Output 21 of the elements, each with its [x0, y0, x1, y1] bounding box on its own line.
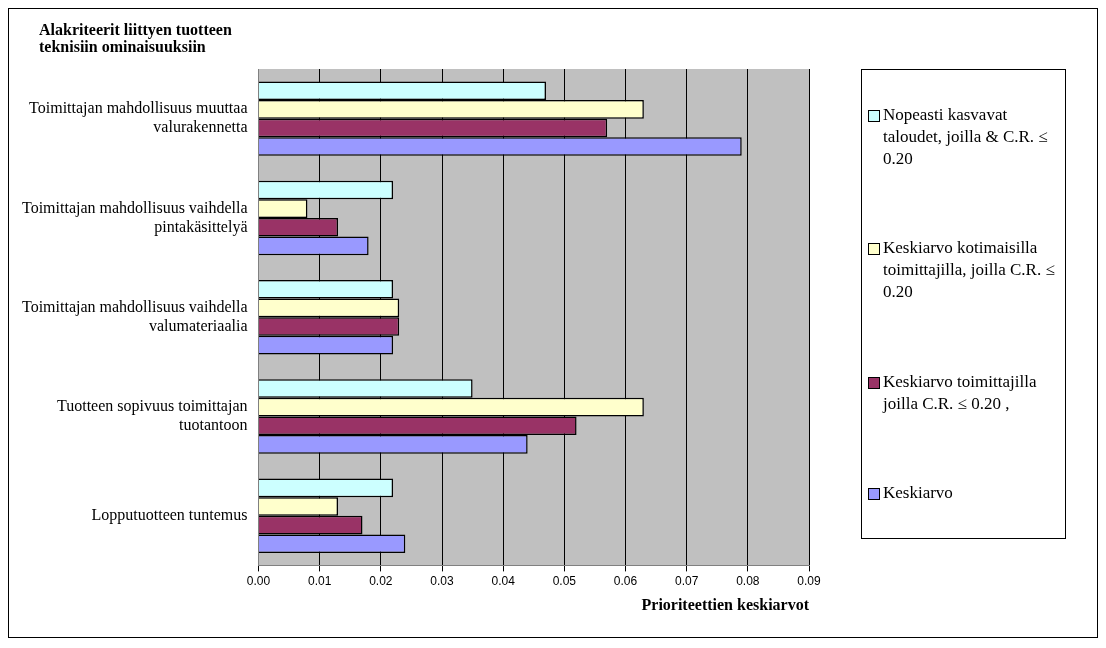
- legend-label: Nopeasti kasvavat taloudet, joilla & C.R. ≤ 0.20: [883, 103, 1049, 170]
- legend-label: Keskiarvo toimittajilla joilla C.R. ≤ 0.20 ,: [883, 370, 1038, 415]
- x-tick-label: 0.06: [613, 573, 638, 588]
- x-tick-label: 0.07: [674, 573, 699, 588]
- x-tick-label: 0.09: [797, 573, 821, 588]
- x-tick-label: 0.01: [307, 573, 332, 588]
- y-tick-label: Lopputuotteen tuntemus: [91, 505, 248, 524]
- x-tick-label: 0.05: [552, 573, 577, 588]
- y-tick-label: Toimittajan mahdollisuus vaihdella valumateriaalia: [21, 297, 248, 334]
- x-tick-label: 0.08: [736, 573, 760, 588]
- y-tick-label: Toimittajan mahdollisuus vaihdella pintakäsittelyä: [21, 198, 248, 236]
- y-tick-label: Toimittajan mahdollisuus muuttaa valurakennetta: [29, 99, 248, 136]
- x-tick-label: 0.03: [430, 573, 455, 588]
- legend-label: Keskiarvo: [883, 482, 953, 505]
- x-axis-title: Prioriteettien keskiarvot: [641, 595, 810, 613]
- legend-label: Keskiarvo kotimaisilla toimittajilla, joilla C.R. ≤ 0.20: [883, 237, 1056, 304]
- x-tick-label: 0.00: [246, 573, 271, 588]
- y-tick-label: Tuotteen sopivuus toimittajan tuotantoon: [56, 397, 248, 434]
- x-tick-label: 0.02: [369, 573, 393, 588]
- x-tick-label: 0.04: [491, 573, 516, 588]
- y-axis-title: Alakriteerit liittyen tuotteen teknisiin ominaisuuksiin: [39, 21, 233, 55]
